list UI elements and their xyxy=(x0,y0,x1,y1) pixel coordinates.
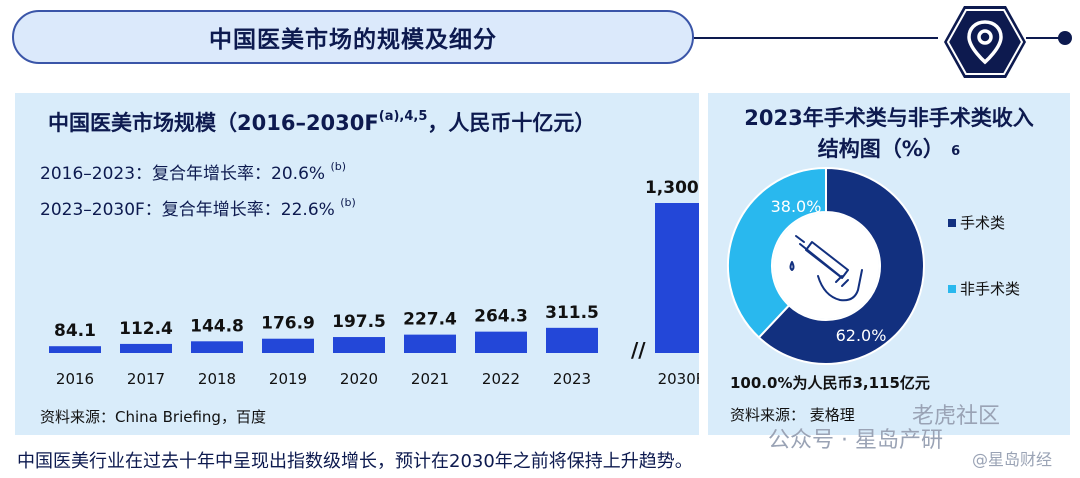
bar-2018 xyxy=(191,341,243,353)
donut-chart-title: 2023年手术类与非手术类收入 结构图（%） 6 xyxy=(744,106,1034,161)
market-size-bar-chart: 84.1 2016 112.4 2017 144.8 2018 176.9 2019 197.5… xyxy=(49,178,699,388)
category-label: 2020 xyxy=(340,370,378,388)
header-divider xyxy=(694,37,938,39)
revenue-structure-panel: 2023年手术类与非手术类收入 结构图（%） 6 62.0% 38.0% 手术类 … xyxy=(708,93,1070,435)
bar-2020 xyxy=(333,337,385,353)
bar-2021 xyxy=(404,334,456,353)
watermark-public-account: 公众号 · 星岛产研 xyxy=(768,428,943,453)
donut-slice-surgical xyxy=(757,166,925,365)
category-label: 2018 xyxy=(198,370,236,388)
bar-value-label: 1,300.0 xyxy=(645,178,699,198)
legend-label-surgical: 手术类 xyxy=(960,214,1006,232)
category-label: 2021 xyxy=(411,370,449,388)
category-label: 2030F xyxy=(658,370,699,388)
syringe-hand-icon xyxy=(789,235,863,302)
total-revenue-note: 100.0%为人民币3,115亿元 xyxy=(730,374,930,392)
header-divider-right xyxy=(1026,37,1062,39)
bar-2016 xyxy=(49,346,101,353)
bar-value-label: 227.4 xyxy=(403,310,457,330)
header-dot xyxy=(1058,31,1072,45)
bar-2023 xyxy=(546,327,598,353)
bar-value-label: 264.3 xyxy=(474,307,528,327)
cagr-2016-2023: 2016–2023：复合年增长率：20.6% (b) xyxy=(40,160,347,184)
cagr-2023-2030: 2023–2030F：复合年增长率：22.6% (b) xyxy=(40,196,356,220)
legend-item-non-surgical: 非手术类 xyxy=(948,278,1020,299)
bar-2019 xyxy=(262,338,314,353)
watermark-handle: @星岛财经 xyxy=(972,450,1053,469)
watermark-community: 老虎社区 xyxy=(912,404,1001,429)
donut-value-label: 38.0% xyxy=(771,197,822,216)
category-label: 2023 xyxy=(553,370,591,388)
location-pin-icon xyxy=(944,6,1026,78)
market-size-panel: 中国医美市场规模（2016–2030F(a),4,5，人民币十亿元） 2016–… xyxy=(15,93,699,435)
category-label: 2019 xyxy=(269,370,307,388)
axis-break-mark: // xyxy=(631,338,646,362)
bar-value-label: 112.4 xyxy=(119,319,173,339)
section-title: 中国医美市场的规模及细分 xyxy=(209,27,497,53)
left-source-note: 资料来源：China Briefing，百度 xyxy=(40,408,266,426)
legend-swatch-surgical xyxy=(948,218,956,227)
legend-item-surgical: 手术类 xyxy=(948,212,1005,233)
category-label: 2016 xyxy=(56,370,94,388)
category-label: 2017 xyxy=(127,370,165,388)
bar-2030F xyxy=(655,203,699,353)
bar-chart-title: 中国医美市场规模（2016–2030F(a),4,5，人民币十亿元） xyxy=(48,109,596,135)
legend-label-non-surgical: 非手术类 xyxy=(960,280,1021,298)
section-header: 中国医美市场的规模及细分 xyxy=(12,10,694,64)
category-label: 2022 xyxy=(482,370,520,388)
revenue-donut-chart: 62.0% 38.0% xyxy=(727,166,925,365)
legend-swatch-non-surgical xyxy=(948,284,956,293)
right-source-note: 资料来源： 麦格理 xyxy=(730,406,855,424)
bar-value-label: 197.5 xyxy=(332,312,386,332)
donut-value-label: 62.0% xyxy=(836,326,887,345)
bar-value-label: 144.8 xyxy=(190,316,244,336)
donut-slice-non-surgical xyxy=(727,166,827,339)
bar-value-label: 84.1 xyxy=(54,321,96,341)
bar-2022 xyxy=(475,331,527,353)
footer-summary: 中国医美行业在过去十年中呈现出指数级增长，预计在2030年之前将保持上升趋势。 xyxy=(17,451,693,472)
bar-value-label: 176.9 xyxy=(261,314,315,334)
bar-value-label: 311.5 xyxy=(545,303,599,323)
bar-2017 xyxy=(120,343,172,353)
